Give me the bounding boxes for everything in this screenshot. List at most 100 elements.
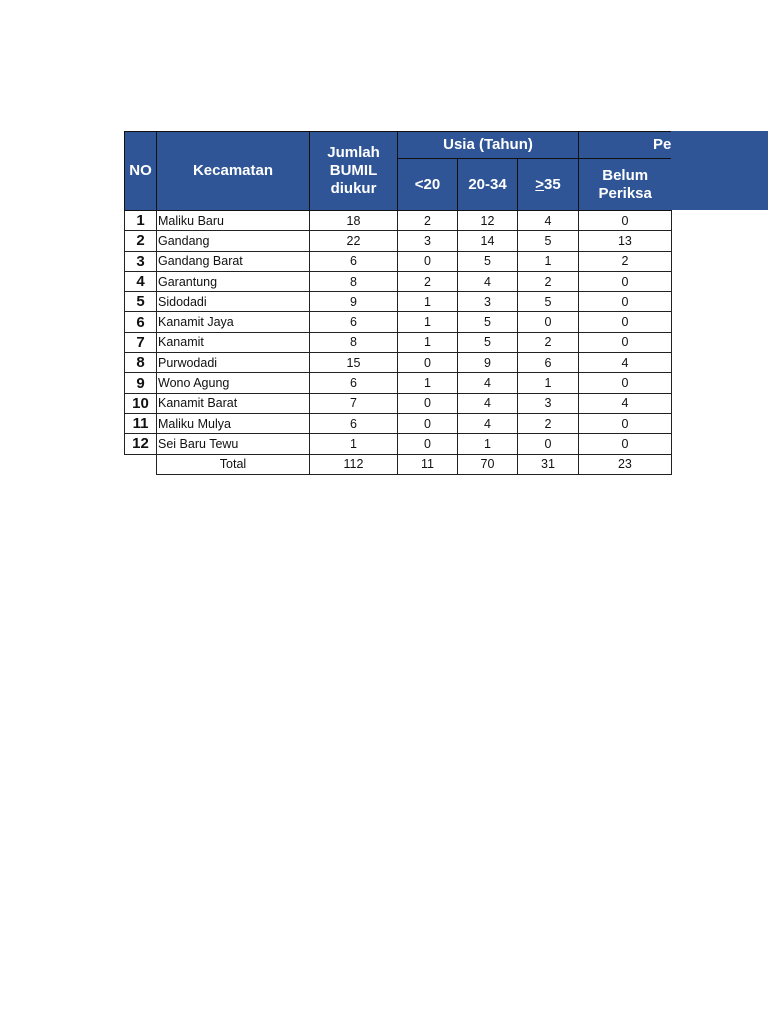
cell-u2034: 5 <box>457 331 518 354</box>
cell-belum: 0 <box>578 433 672 455</box>
table-row: 2 Gandang 22 3 14 5 13 <box>124 230 672 252</box>
cell-u2034: 5 <box>457 250 518 272</box>
cell-name: Wono Agung <box>156 372 310 394</box>
cell-u35: 6 <box>517 352 579 374</box>
total-u35: 31 <box>517 453 579 475</box>
cell-u35: 5 <box>517 291 579 313</box>
cell-jumlah: 6 <box>309 311 398 333</box>
cell-u2034: 1 <box>457 433 518 455</box>
cell-name: Sidodadi <box>156 291 310 313</box>
cell-name: Gandang Barat <box>156 250 310 272</box>
table-row: 12 Sei Baru Tewu 1 0 1 0 0 <box>124 433 672 455</box>
cell-belum: 0 <box>578 311 672 333</box>
cell-u35: 3 <box>517 392 579 414</box>
cell-name: Maliku Baru <box>156 209 310 232</box>
total-u2034: 70 <box>457 453 518 475</box>
table-row: 5 Sidodadi 9 1 3 5 0 <box>124 291 672 313</box>
row-no: 3 <box>124 250 157 272</box>
table-row: 8 Purwodadi 15 0 9 6 4 <box>124 352 672 374</box>
cell-jumlah: 8 <box>309 270 398 293</box>
row-no: 2 <box>124 230 157 252</box>
cell-name: Kanamit Barat <box>156 392 310 414</box>
cell-u20: 2 <box>397 209 458 232</box>
header-no: NO <box>124 131 157 211</box>
table-row: 9 Wono Agung 6 1 4 1 0 <box>124 372 672 394</box>
cell-belum: 4 <box>578 352 672 374</box>
cell-u35: 0 <box>517 433 579 455</box>
row-no: 11 <box>124 412 157 435</box>
cell-jumlah: 15 <box>309 352 398 374</box>
cell-u2034: 4 <box>457 270 518 293</box>
header-usia-lt20: <20 <box>397 158 458 211</box>
cell-name: Gandang <box>156 230 310 252</box>
table-row: 7 Kanamit 8 1 5 2 0 <box>124 331 672 354</box>
cell-u20: 0 <box>397 392 458 414</box>
row-no: 1 <box>124 209 157 232</box>
cell-u20: 0 <box>397 352 458 374</box>
cell-belum: 0 <box>578 291 672 313</box>
row-no: 8 <box>124 352 157 374</box>
cell-belum: 0 <box>578 209 672 232</box>
cell-belum: 0 <box>578 270 672 293</box>
cell-u35: 4 <box>517 209 579 232</box>
row-no: 9 <box>124 372 157 394</box>
cell-name: Sei Baru Tewu <box>156 433 310 455</box>
cell-u35: 1 <box>517 372 579 394</box>
cell-belum: 13 <box>578 230 672 252</box>
cell-u20: 0 <box>397 433 458 455</box>
cell-belum: 0 <box>578 412 672 435</box>
cell-u35: 2 <box>517 270 579 293</box>
cell-u20: 3 <box>397 230 458 252</box>
row-no: 10 <box>124 392 157 414</box>
header-belum-periksa: Belum Periksa <box>578 158 672 211</box>
cell-u20: 1 <box>397 372 458 394</box>
total-jumlah: 112 <box>309 453 398 475</box>
header-usia-ge35: >35 <box>517 158 579 211</box>
blank-cell <box>124 454 157 475</box>
cell-jumlah: 6 <box>309 372 398 394</box>
cell-u2034: 4 <box>457 412 518 435</box>
header-clipped-group: Pe <box>578 131 672 159</box>
header-usia: Usia (Tahun) <box>397 131 579 159</box>
header-overflow-band <box>667 131 768 210</box>
row-no: 12 <box>124 433 157 455</box>
cell-jumlah: 9 <box>309 291 398 313</box>
header-kecamatan: Kecamatan <box>156 131 310 211</box>
cell-name: Purwodadi <box>156 352 310 374</box>
total-row: Total 112 11 70 31 23 <box>124 453 672 475</box>
cell-jumlah: 6 <box>309 412 398 435</box>
cell-u20: 1 <box>397 331 458 354</box>
cell-u2034: 5 <box>457 311 518 333</box>
total-belum: 23 <box>578 453 672 475</box>
cell-u20: 0 <box>397 412 458 435</box>
table-row: 1 Maliku Baru 18 2 12 4 0 <box>124 209 672 232</box>
cell-u2034: 4 <box>457 372 518 394</box>
cell-name: Garantung <box>156 270 310 293</box>
table-row: 3 Gandang Barat 6 0 5 1 2 <box>124 250 672 272</box>
cell-belum: 0 <box>578 372 672 394</box>
cell-u2034: 14 <box>457 230 518 252</box>
row-no: 4 <box>124 270 157 293</box>
table-row: 6 Kanamit Jaya 6 1 5 0 0 <box>124 311 672 333</box>
cell-jumlah: 8 <box>309 331 398 354</box>
cell-u20: 2 <box>397 270 458 293</box>
cell-u2034: 9 <box>457 352 518 374</box>
total-label: Total <box>156 453 310 475</box>
cell-u35: 5 <box>517 230 579 252</box>
row-no: 7 <box>124 331 157 354</box>
cell-u35: 2 <box>517 331 579 354</box>
cell-u20: 1 <box>397 291 458 313</box>
cell-name: Kanamit <box>156 331 310 354</box>
header-usia-20-34: 20-34 <box>457 158 518 211</box>
table-row: 11 Maliku Mulya 6 0 4 2 0 <box>124 412 672 435</box>
row-no: 5 <box>124 291 157 313</box>
cell-u35: 2 <box>517 412 579 435</box>
cell-name: Maliku Mulya <box>156 412 310 435</box>
cell-jumlah: 22 <box>309 230 398 252</box>
cell-name: Kanamit Jaya <box>156 311 310 333</box>
table-row: 10 Kanamit Barat 7 0 4 3 4 <box>124 392 672 414</box>
cell-u20: 1 <box>397 311 458 333</box>
cell-jumlah: 6 <box>309 250 398 272</box>
row-no: 6 <box>124 311 157 333</box>
cell-jumlah: 18 <box>309 209 398 232</box>
